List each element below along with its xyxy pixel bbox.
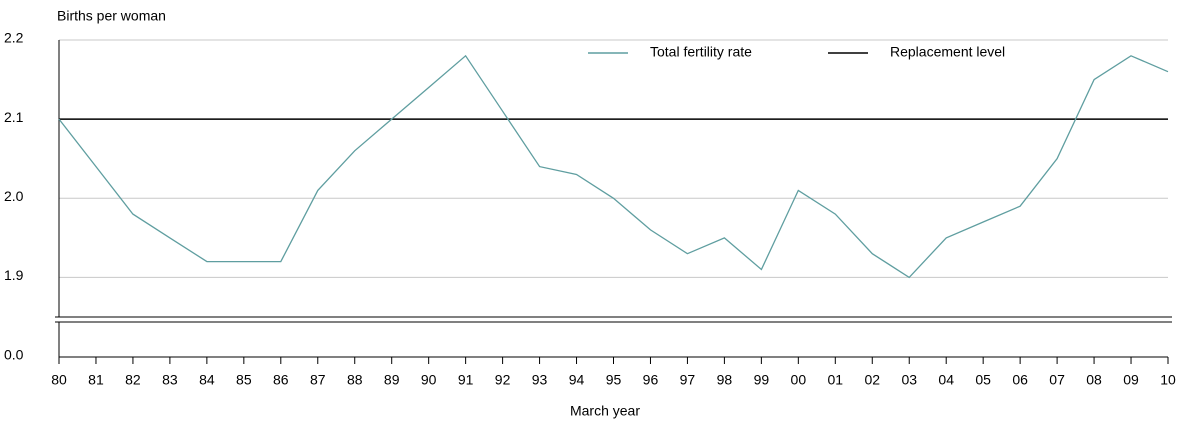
legend-label: Replacement level: [890, 44, 1005, 60]
x-tick-label: 93: [532, 372, 548, 388]
y-tick-label: 0.0: [4, 347, 24, 363]
x-tick-label: 91: [458, 372, 474, 388]
x-tick-label: 87: [310, 372, 326, 388]
x-tick-label: 10: [1160, 372, 1176, 388]
y-tick-label: 1.9: [4, 267, 24, 283]
x-tick-label: 03: [901, 372, 917, 388]
x-tick-label: 00: [791, 372, 807, 388]
x-tick-label: 89: [384, 372, 400, 388]
x-tick-label: 85: [236, 372, 252, 388]
x-tick-label: 84: [199, 372, 215, 388]
legend-label: Total fertility rate: [650, 44, 752, 60]
x-tick-label: 05: [975, 372, 991, 388]
x-tick-label: 88: [347, 372, 363, 388]
x-tick-label: 82: [125, 372, 141, 388]
line-series: [58, 54, 1169, 279]
y-axis-label: Births per woman: [57, 8, 166, 24]
x-tick-label: 98: [717, 372, 733, 388]
x-tick-label: 99: [754, 372, 770, 388]
x-tick-label: 86: [273, 372, 289, 388]
x-tick-label: 06: [1012, 372, 1028, 388]
x-tick-label: 94: [569, 372, 585, 388]
x-axis-label: March year: [570, 403, 640, 419]
y-tick-label: 2.2: [4, 30, 24, 46]
x-tick-label: 01: [828, 372, 844, 388]
x-tick-label: 83: [162, 372, 178, 388]
x-tick-label: 07: [1049, 372, 1065, 388]
x-tick-label: 92: [495, 372, 511, 388]
x-tick-label: 02: [864, 372, 880, 388]
x-tick-label: 08: [1086, 372, 1102, 388]
x-tick-label: 81: [88, 372, 104, 388]
x-tick-label: 97: [680, 372, 696, 388]
x-tick-label: 96: [643, 372, 659, 388]
x-tick-label: 90: [421, 372, 437, 388]
x-tick-label: 80: [51, 372, 67, 388]
y-tick-label: 2.0: [4, 188, 24, 204]
y-tick-label: 2.1: [4, 109, 24, 125]
x-tick-label: 04: [938, 372, 954, 388]
x-tick-label: 95: [606, 372, 622, 388]
x-tick-label: 09: [1123, 372, 1139, 388]
